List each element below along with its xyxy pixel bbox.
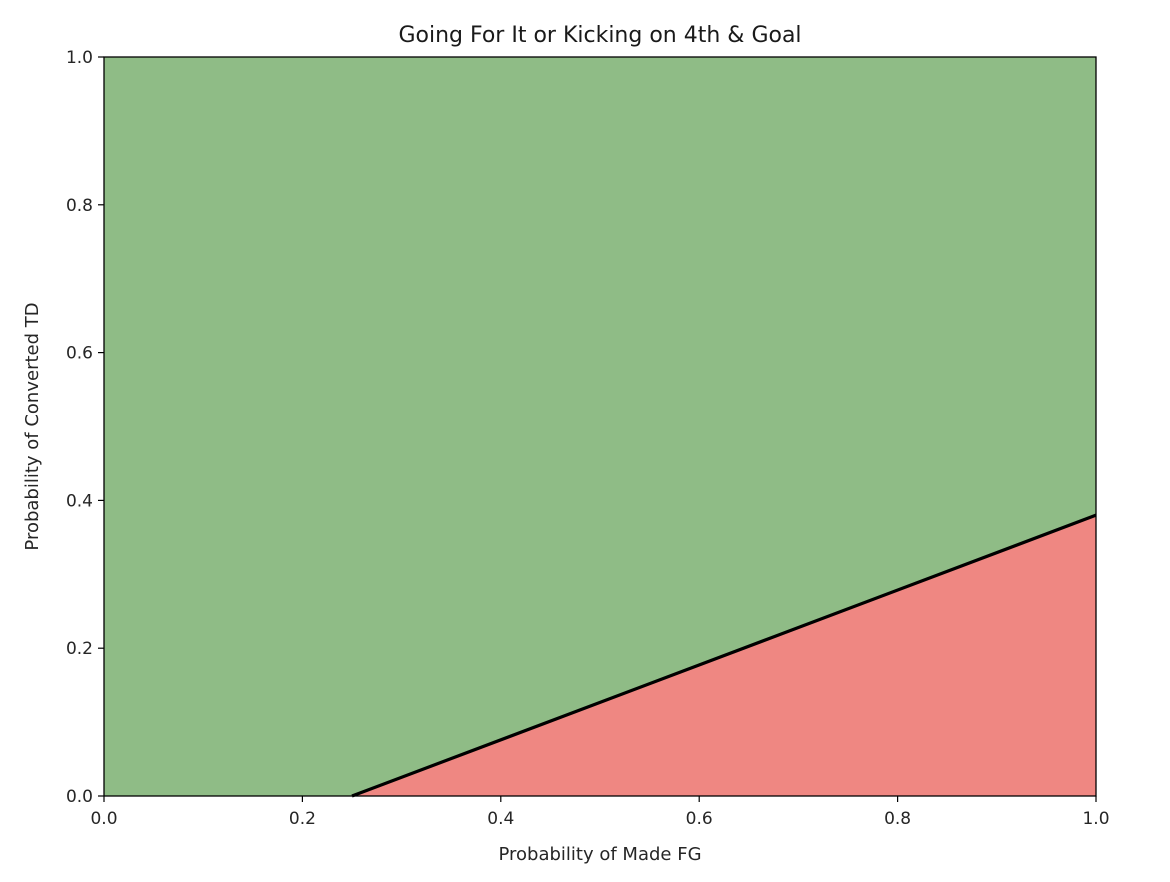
fill-regions — [104, 57, 1096, 796]
x-tick-label: 0.8 — [884, 809, 911, 829]
y-tick-label: 0.2 — [66, 639, 93, 659]
x-tick-label: 0.6 — [686, 809, 713, 829]
x-axis: 0.0 0.2 0.4 0.6 0.8 1.0 — [90, 796, 1110, 829]
boundary-line-layer — [351, 513, 1097, 798]
y-tick-label: 0.0 — [66, 787, 93, 807]
y-axis-title: Probability of Converted TD — [22, 302, 43, 550]
y-tick-label: 1.0 — [66, 48, 93, 68]
y-tick-label: 0.6 — [66, 344, 93, 364]
chart-title: Going For It or Kicking on 4th & Goal — [398, 23, 801, 48]
x-tick-label: 0.4 — [487, 809, 514, 829]
x-tick-label: 0.2 — [289, 809, 316, 829]
y-axis: 0.0 0.2 0.4 0.6 0.8 1.0 — [66, 48, 104, 807]
region-above-boundary — [104, 57, 1096, 796]
x-axis-title: Probability of Made FG — [498, 844, 701, 865]
plot-frame — [103, 56, 1097, 797]
y-tick-label: 0.4 — [66, 491, 93, 511]
x-tick-label: 1.0 — [1082, 809, 1109, 829]
x-tick-label: 0.0 — [90, 809, 117, 829]
y-tick-label: 0.8 — [66, 196, 93, 216]
boundary-line — [351, 513, 1097, 798]
